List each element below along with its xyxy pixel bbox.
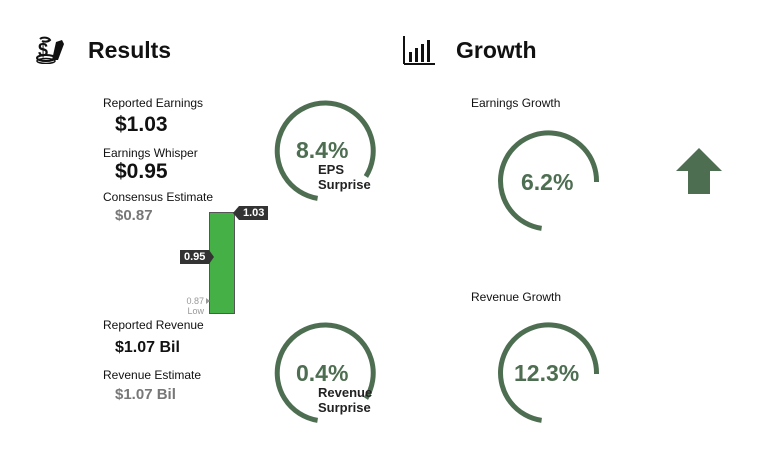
whisper-value-flag: 0.95 — [180, 250, 210, 264]
earnings-growth-gauge — [498, 130, 600, 232]
earnings-growth-percent: 6.2% — [521, 169, 574, 195]
low-marker-pointer — [206, 298, 210, 304]
reported-revenue-value: $1.07 Bil — [115, 339, 180, 356]
low-marker-value: 0.87 — [186, 296, 204, 306]
earnings-whisper-value: $0.95 — [115, 160, 168, 183]
high-value-flag: 1.03 — [239, 206, 269, 220]
eps-surprise-line2: Surprise — [318, 177, 371, 192]
revenue-surprise-line2: Surprise — [318, 400, 371, 415]
high-flag-pointer — [233, 206, 239, 220]
reported-revenue-label: Reported Revenue — [103, 318, 204, 332]
revenue-surprise-gauge — [274, 322, 376, 424]
growth-title: Growth — [456, 37, 537, 63]
bar-chart-icon — [402, 34, 436, 66]
svg-text:$: $ — [38, 40, 48, 60]
revenue-growth-label: Revenue Growth — [471, 290, 562, 304]
money-bag-icon: $ — [34, 36, 68, 65]
consensus-estimate-label: Consensus Estimate — [103, 190, 214, 204]
up-arrow-icon — [675, 147, 723, 195]
earnings-whisper-label: Earnings Whisper — [103, 146, 198, 160]
results-title: Results — [88, 37, 172, 63]
whisper-value-flag-text: 0.95 — [184, 251, 206, 263]
whisper-flag-pointer — [209, 250, 214, 264]
revenue-growth-percent: 12.3% — [514, 360, 580, 386]
eps-surprise-percent: 8.4% — [296, 137, 349, 163]
revenue-surprise-line1: Revenue — [318, 385, 373, 400]
earnings-growth-label: Earnings Growth — [471, 96, 561, 110]
eps-surprise-caption: EPS Surprise — [318, 162, 371, 192]
eps-surprise-line1: EPS — [318, 162, 345, 177]
revenue-estimate-label: Revenue Estimate — [103, 368, 202, 382]
reported-earnings-label: Reported Earnings — [103, 96, 204, 110]
revenue-growth-gauge — [498, 322, 600, 424]
low-marker: 0.87 Low — [172, 296, 204, 316]
eps-surprise-gauge — [274, 100, 376, 202]
high-value-flag-text: 1.03 — [243, 207, 265, 219]
consensus-estimate-value: $0.87 — [115, 207, 153, 224]
revenue-estimate-value: $1.07 Bil — [115, 386, 176, 403]
low-marker-label: Low — [187, 306, 204, 316]
revenue-surprise-caption: Revenue Surprise — [318, 385, 372, 415]
reported-earnings-value: $1.03 — [115, 113, 168, 136]
revenue-surprise-percent: 0.4% — [296, 360, 349, 386]
